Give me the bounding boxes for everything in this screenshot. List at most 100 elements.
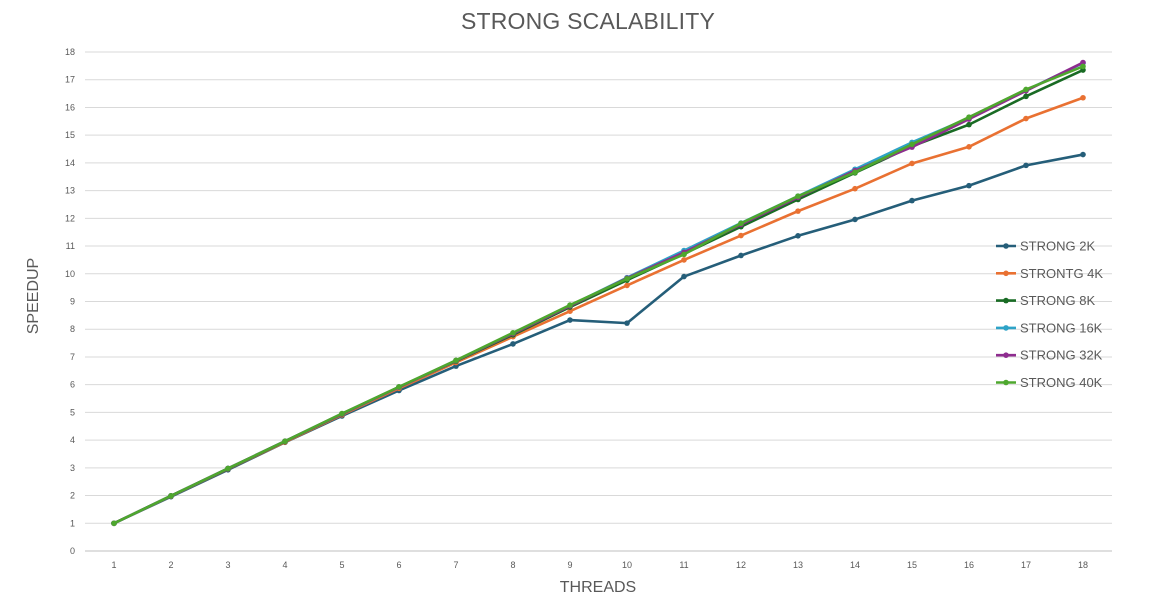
data-point	[1023, 162, 1029, 169]
legend-swatch-marker	[1003, 243, 1009, 249]
data-point	[225, 465, 231, 472]
legend-swatch-marker	[1003, 379, 1009, 386]
data-point	[1023, 115, 1029, 122]
data-point	[453, 357, 459, 364]
data-point	[795, 193, 801, 199]
y-axis-title: SPEEDUP	[25, 258, 42, 334]
data-point	[1080, 63, 1086, 70]
x-tick-label: 9	[567, 560, 572, 570]
data-point	[738, 232, 744, 239]
data-point	[966, 121, 972, 128]
x-axis-ticks: 1 2 3 4 5 6 7 8 9 10 11 12 13 14 15 16 17 18	[111, 560, 1088, 570]
data-point	[624, 282, 630, 289]
data-point	[510, 341, 516, 347]
legend-item: STRONTG 4K	[996, 266, 1103, 281]
data-point	[510, 330, 516, 336]
x-tick-label: 6	[396, 560, 401, 570]
legend-label: STRONG 16K	[1020, 320, 1103, 335]
legend-label: STRONG 2K	[1020, 239, 1095, 254]
data-point	[909, 141, 915, 148]
series-line	[112, 65, 1085, 525]
data-point	[681, 251, 687, 258]
data-point	[852, 169, 858, 176]
y-tick-label: 7	[70, 352, 75, 362]
x-tick-label: 14	[850, 560, 860, 570]
data-point	[738, 252, 744, 259]
series-strontg-4k	[111, 94, 1086, 527]
data-point	[168, 493, 174, 499]
legend-label: STRONG 40K	[1020, 375, 1103, 390]
chart-title: STRONG SCALABILITY	[460, 8, 716, 34]
data-point	[1080, 151, 1086, 158]
x-tick-label: 7	[453, 560, 458, 570]
legend-label: STRONG 32K	[1020, 348, 1103, 363]
data-point	[282, 438, 288, 445]
data-point	[681, 273, 687, 280]
y-tick-label: 0	[70, 546, 75, 556]
series-line	[112, 96, 1085, 525]
x-tick-label: 8	[510, 560, 515, 570]
data-point	[1080, 94, 1086, 101]
y-tick-label: 16	[65, 102, 75, 112]
data-point	[909, 197, 915, 204]
data-point	[738, 220, 744, 227]
data-point	[681, 257, 687, 263]
series-strong-2k	[111, 151, 1086, 527]
x-tick-label: 18	[1078, 560, 1088, 570]
gridlines	[85, 51, 1112, 552]
data-point	[966, 144, 972, 150]
legend-item: STRONG 16K	[996, 320, 1103, 335]
legend-item: STRONG 32K	[996, 348, 1103, 363]
x-tick-label: 13	[793, 560, 803, 570]
series-strong-8k	[111, 67, 1086, 527]
legend-item: STRONG 40K	[996, 375, 1103, 390]
legend-swatch-marker	[1003, 352, 1009, 359]
series-strong-40k	[111, 63, 1086, 527]
legend-label: STRONG 8K	[1020, 293, 1095, 308]
y-tick-label: 4	[70, 435, 75, 445]
x-tick-label: 5	[339, 560, 344, 570]
y-tick-label: 3	[70, 463, 75, 473]
y-tick-label: 6	[70, 380, 75, 390]
x-tick-label: 10	[622, 560, 632, 570]
data-point	[624, 320, 630, 326]
y-tick-label: 13	[65, 186, 75, 196]
x-tick-label: 12	[736, 560, 746, 570]
data-point	[567, 302, 573, 308]
legend-item: STRONG 2K	[996, 239, 1095, 254]
data-point	[567, 308, 573, 315]
data-point	[567, 317, 573, 323]
data-point	[339, 410, 345, 417]
data-point	[396, 384, 402, 390]
data-point	[852, 216, 858, 223]
y-tick-label: 11	[66, 241, 75, 251]
y-tick-label: 14	[65, 158, 75, 168]
y-tick-label: 9	[70, 297, 75, 307]
x-tick-label: 15	[907, 560, 917, 570]
data-point	[966, 114, 972, 120]
legend-swatch-marker	[1003, 270, 1009, 277]
data-point	[111, 520, 117, 527]
legend-swatch-marker	[1003, 297, 1009, 304]
data-point	[852, 185, 858, 192]
x-tick-label: 1	[111, 560, 116, 570]
x-tick-label: 17	[1021, 560, 1031, 570]
y-tick-label: 17	[65, 75, 75, 85]
data-point	[795, 232, 801, 239]
x-tick-label: 16	[964, 560, 974, 570]
x-tick-label: 4	[282, 560, 287, 570]
x-tick-label: 2	[168, 560, 173, 570]
data-point	[795, 208, 801, 214]
x-tick-label: 3	[225, 560, 230, 570]
y-tick-label: 18	[65, 47, 75, 57]
x-axis-title: THREADS	[560, 579, 636, 596]
data-point	[624, 275, 630, 282]
data-point	[909, 160, 915, 167]
legend-label: STRONTG 4K	[1020, 266, 1103, 281]
data-point	[1080, 59, 1086, 66]
y-tick-label: 10	[65, 269, 75, 279]
legend-item: STRONG 8K	[996, 293, 1095, 308]
